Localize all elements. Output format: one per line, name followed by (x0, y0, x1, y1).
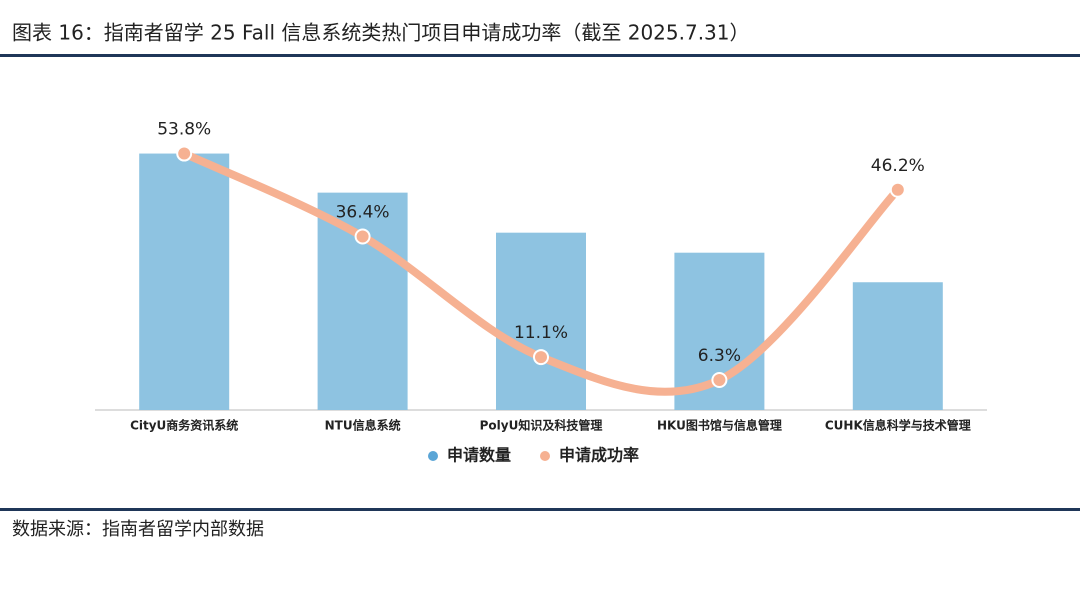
chart-title: 图表 16：指南者留学 25 Fall 信息系统类热门项目申请成功率（截至 20… (12, 21, 750, 45)
bar (317, 192, 408, 410)
line-point (711, 371, 728, 388)
source-note: 数据来源：指南者留学内部数据 (12, 519, 264, 540)
x-tick-label: CityU商务资讯系统 (130, 418, 238, 433)
footer-rule (0, 508, 1080, 511)
x-tick-label: CUHK信息科学与技术管理 (825, 418, 971, 433)
x-tick-label: NTU信息系统 (325, 418, 401, 433)
data-label: 53.8% (157, 120, 211, 140)
bar (496, 232, 586, 410)
x-tick-label: HKU图书馆与信息管理 (657, 418, 782, 433)
legend-label: 申请成功率 (559, 446, 639, 465)
line-point (176, 145, 193, 162)
data-label: 11.1% (514, 323, 568, 343)
x-tick-label: PolyU知识及科技管理 (480, 418, 603, 433)
legend-swatch (428, 451, 438, 461)
legend-swatch (540, 451, 550, 461)
bar (139, 153, 230, 410)
data-label: 36.4% (336, 202, 390, 222)
line-point (889, 181, 906, 198)
line-point (354, 228, 371, 245)
data-label: 6.3% (698, 346, 741, 366)
legend-label: 申请数量 (447, 446, 511, 465)
bar (852, 282, 943, 410)
line-point (533, 349, 549, 366)
data-label: 46.2% (871, 156, 925, 176)
header-rule (0, 54, 1080, 57)
